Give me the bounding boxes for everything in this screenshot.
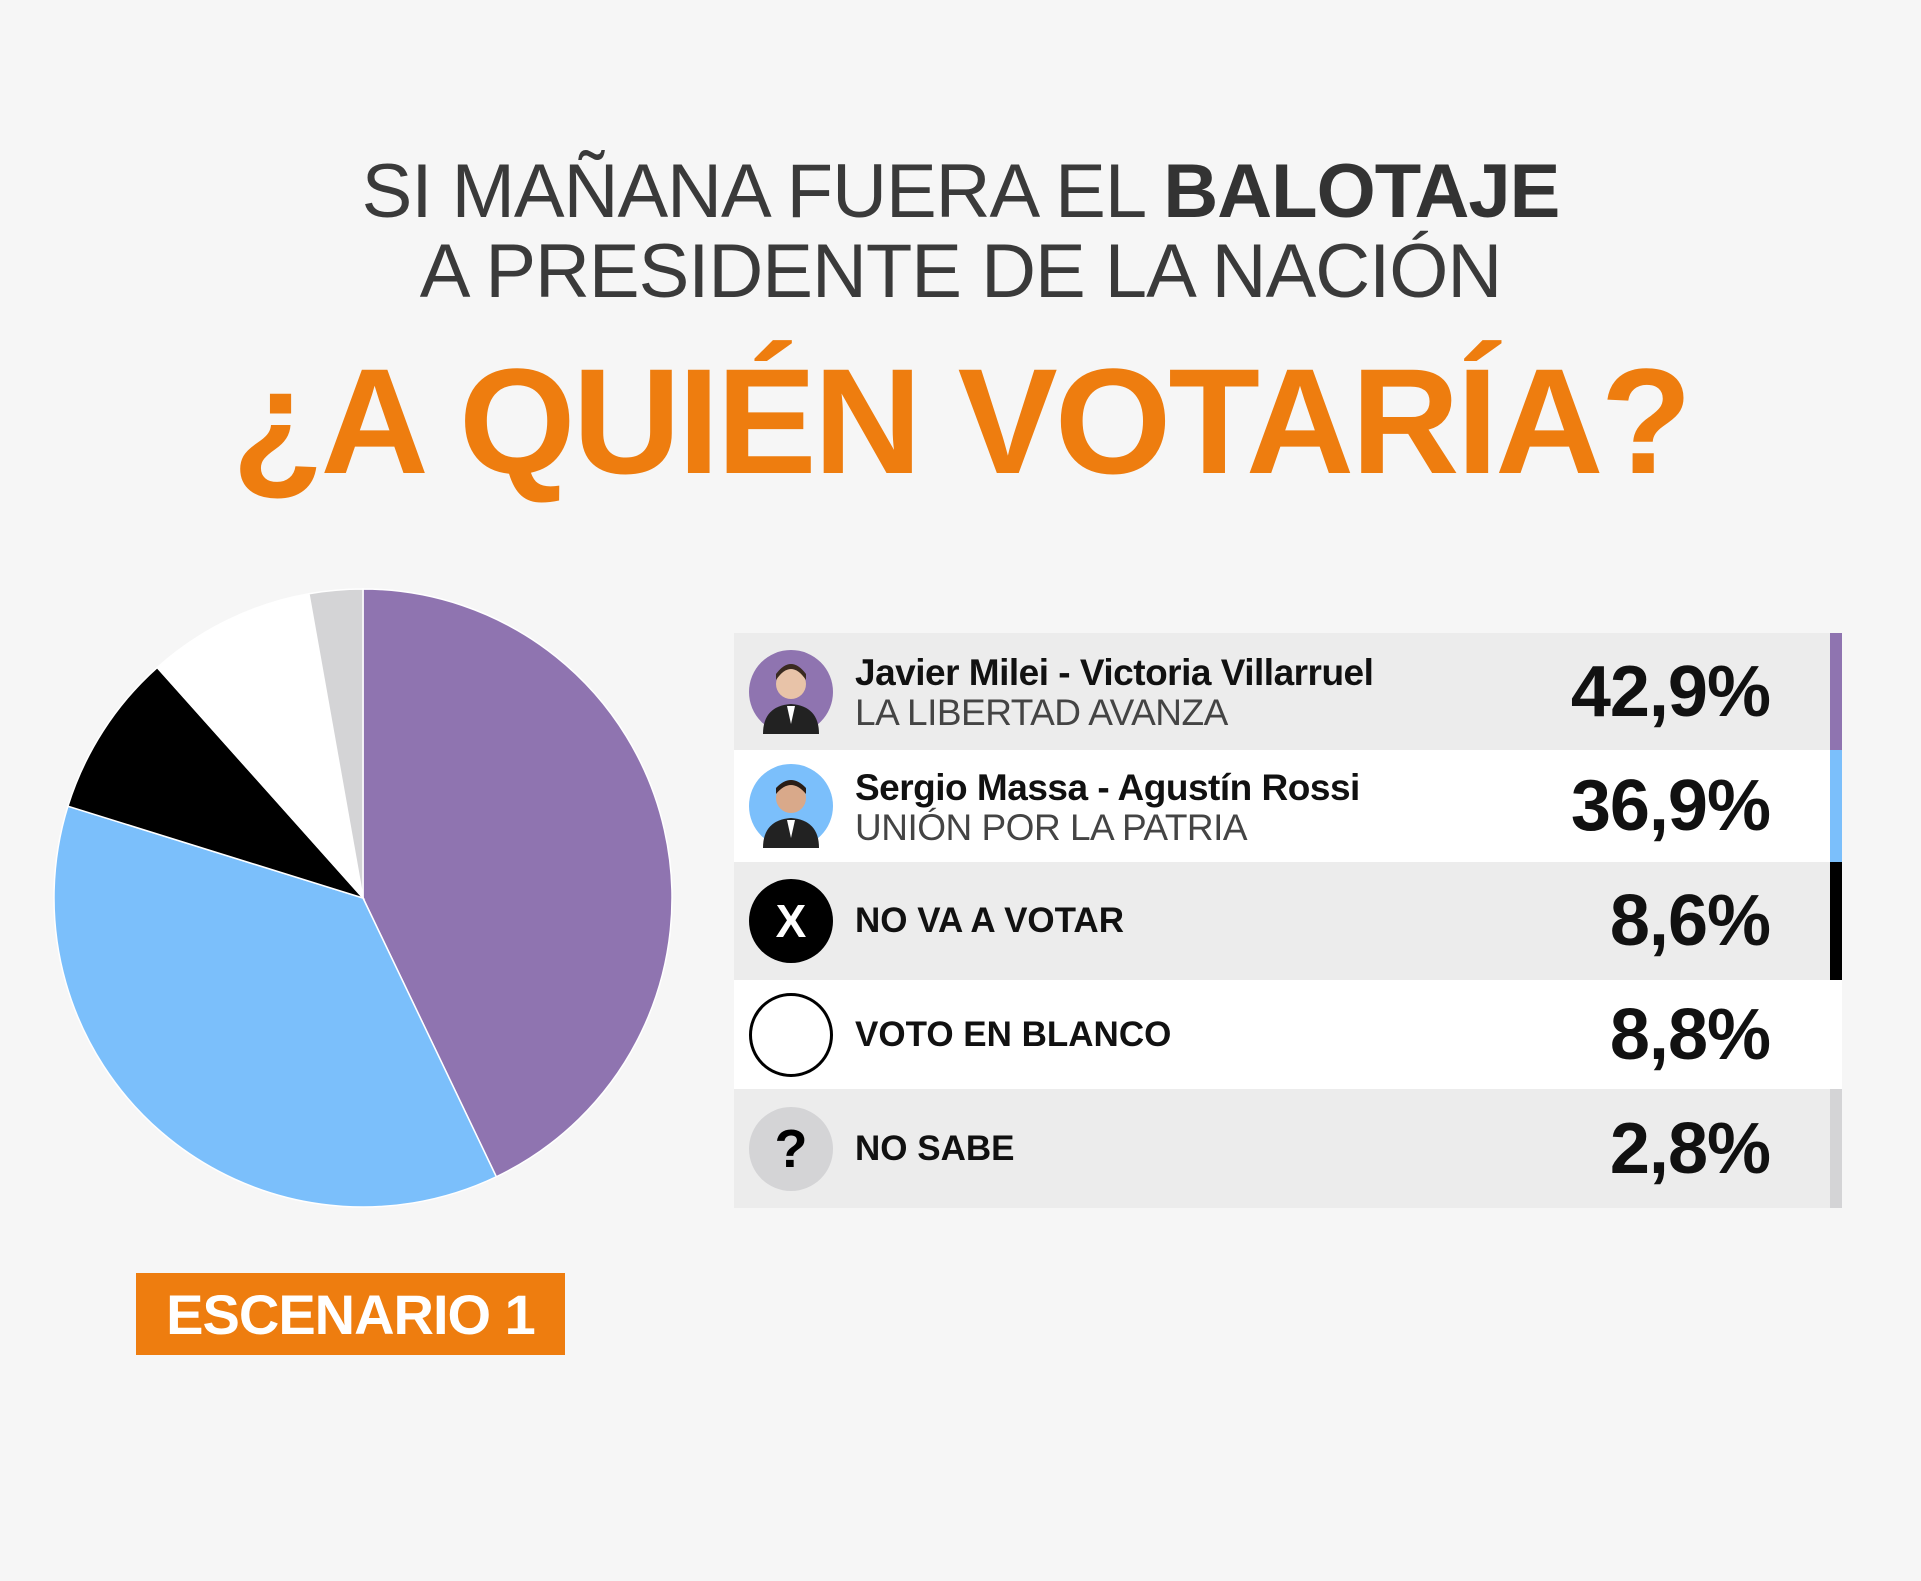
slice-voto-en-blanco — [156, 592, 365, 901]
candidate-name: Javier Milei - Victoria Villarruel — [855, 652, 1374, 693]
pie-chart — [53, 588, 673, 1208]
candidate-name: Sergio Massa - Agustín Rossi — [855, 766, 1360, 808]
color-bar — [1830, 862, 1842, 980]
slice-no-sabe — [308, 588, 364, 899]
question-icon: ? — [749, 1106, 833, 1191]
party-name: UNIÓN POR LA PATRIA — [855, 806, 1248, 848]
color-bar — [1830, 980, 1842, 1089]
title-line-1: SI MAÑANA FUERA EL BALOTAJE — [361, 149, 1561, 234]
title-line-2: A PRESIDENTE DE LA NACIÓN — [419, 229, 1503, 314]
x-icon: X — [749, 879, 833, 963]
slice-no-va-a-votar — [67, 666, 366, 900]
party-name: LA LIBERTAD AVANZA — [855, 692, 1228, 733]
percentage: 36,9% — [1570, 766, 1771, 846]
slice-massa — [53, 805, 498, 1208]
avatar-milei — [749, 649, 833, 734]
results-table: Javier Milei - Victoria Villarruel LA LIB… — [734, 633, 1842, 1208]
option-label: NO SABE — [855, 1128, 1015, 1168]
option-label: NO VA A VOTAR — [855, 901, 1124, 940]
color-bar — [1830, 750, 1842, 862]
color-bar — [1830, 633, 1842, 750]
percentage: 42,9% — [1570, 651, 1771, 732]
slice-milei — [362, 588, 673, 1178]
blank-circle-icon — [749, 992, 833, 1077]
row-milei: Javier Milei - Victoria Villarruel LA LIB… — [734, 633, 1842, 750]
scenario-badge: ESCENARIO 1 — [136, 1273, 565, 1355]
row-no-va-a-votar: X NO VA A VOTAR 8,6% — [734, 862, 1842, 980]
avatar-massa — [749, 764, 833, 848]
title-question: ¿A QUIÉN VOTARÍA? — [231, 337, 1692, 505]
color-bar — [1830, 1089, 1842, 1208]
percentage: 8,6% — [1609, 881, 1771, 961]
row-no-sabe: ? NO SABE 2,8% — [734, 1089, 1842, 1208]
percentage: 2,8% — [1609, 1108, 1771, 1189]
row-voto-en-blanco: VOTO EN BLANCO 8,8% — [734, 980, 1842, 1089]
option-label: VOTO EN BLANCO — [855, 1014, 1172, 1054]
row-massa: Sergio Massa - Agustín Rossi UNIÓN POR LA… — [734, 750, 1842, 862]
percentage: 8,8% — [1609, 994, 1771, 1075]
